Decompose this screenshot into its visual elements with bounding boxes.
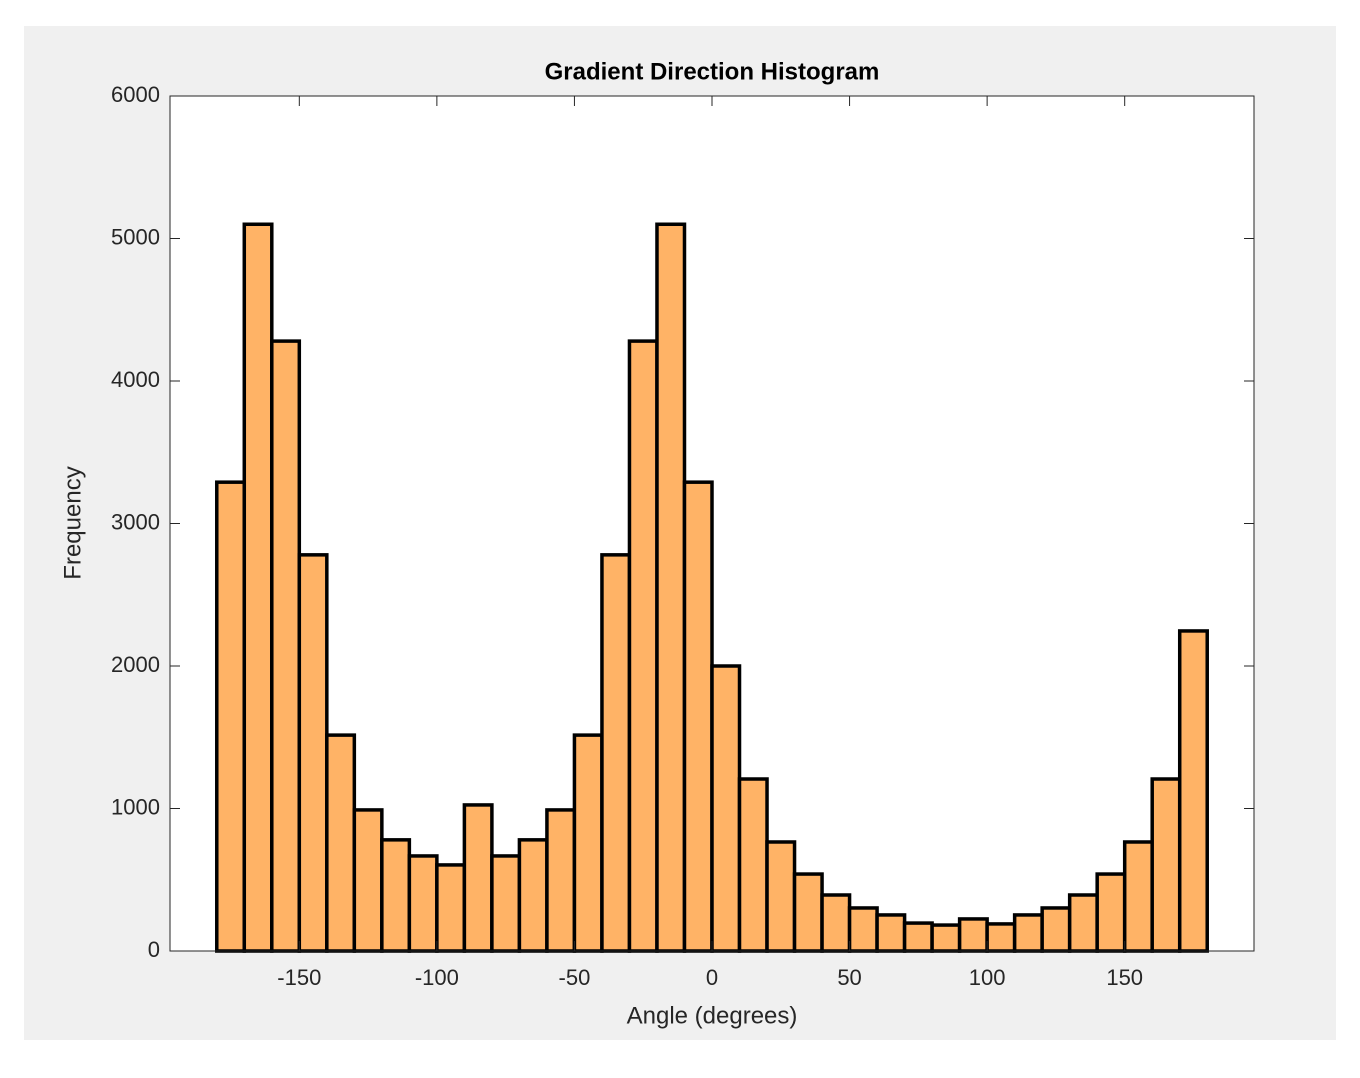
bar [1012,913,1044,953]
bar [1177,629,1209,953]
x-tick-label: -50 [559,965,591,990]
x-tick-label: 150 [1106,965,1143,990]
x-tick-label: 50 [837,965,861,990]
bar [545,808,577,953]
bar [985,922,1017,953]
bar [270,339,302,953]
bar [847,906,879,953]
bar [1040,906,1072,953]
bar [737,777,769,953]
y-tick-label: 0 [148,937,160,962]
y-tick-label: 6000 [111,82,160,107]
y-axis-label: Frequency [59,466,86,579]
y-tick-label: 1000 [111,794,160,819]
x-tick-label: 100 [969,965,1006,990]
bar [820,893,852,953]
bar [380,838,412,953]
y-tick-label: 5000 [111,224,160,249]
x-tick-label: -150 [277,965,321,990]
bar [490,854,522,953]
y-tick-label: 2000 [111,652,160,677]
bar [1095,872,1127,953]
bar [902,921,934,953]
x-tick-label: 0 [706,965,718,990]
bar [1150,777,1182,953]
bar [462,803,494,953]
bar [1067,893,1099,953]
bar [407,854,439,953]
bar [682,480,714,953]
bar [215,480,247,953]
bar [875,913,907,953]
bar [435,863,467,953]
bar [517,838,549,953]
bar [710,664,742,953]
bar [325,733,357,953]
bar [957,917,989,953]
bar [572,733,604,953]
chart-title: Gradient Direction Histogram [545,58,880,85]
x-axis-label: Angle (degrees) [627,1002,798,1029]
bar [242,222,274,953]
bar [352,808,384,953]
bar [655,222,687,953]
bar [765,840,797,953]
y-tick-label: 4000 [111,367,160,392]
y-tick-label: 3000 [111,509,160,534]
bar [1122,840,1154,953]
x-tick-label: -100 [415,965,459,990]
bar [297,553,329,953]
bar [792,872,824,953]
bar [600,553,632,953]
bar [627,339,659,953]
bar [930,923,962,953]
